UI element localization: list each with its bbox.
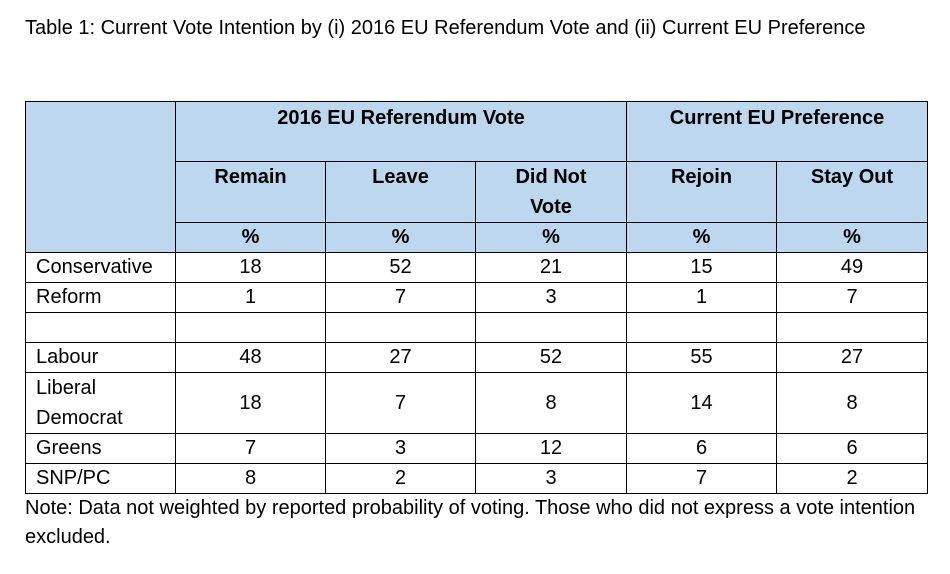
col-header-did-not-vote: Did Not Vote [474,161,628,223]
row-label [25,312,176,343]
col-header-remain: Remain [175,161,326,223]
table-row: Conservative 18 52 21 15 49 [25,252,929,283]
table-cell: 3 [474,282,628,313]
col-header-leave: Leave [325,161,476,223]
table-cell: 49 [776,252,929,283]
table-cell: 7 [776,282,929,313]
table-cell [776,312,929,343]
table-cell [325,312,476,343]
table-cell: 18 [175,372,326,434]
table-cell: 3 [325,433,476,464]
table-cell: 8 [474,372,628,434]
unit-cell: % [474,222,628,253]
unit-cell: % [175,222,326,253]
table-cell: 8 [776,372,929,434]
unit-cell: % [325,222,476,253]
table-row: SNP/PC 8 2 3 7 2 [25,463,929,494]
row-label: SNP/PC [25,463,176,494]
row-label: Liberal Democrat [25,372,176,434]
table-cell: 14 [626,372,778,434]
table-cell: 27 [325,342,476,373]
table-row: Liberal Democrat 18 7 8 14 8 [25,372,929,434]
table-cell: 8 [175,463,326,494]
col-header-rejoin: Rejoin [626,161,778,223]
table-cell: 27 [776,342,929,373]
table-cell: 52 [325,252,476,283]
row-label: Labour [25,342,176,373]
table-cell: 1 [626,282,778,313]
table-title: Table 1: Current Vote Intention by (i) 2… [25,17,866,39]
table-cell: 18 [175,252,326,283]
table-cell [474,312,628,343]
table-cell: 12 [474,433,628,464]
table-cell: 7 [325,372,476,434]
table-cell: 3 [474,463,628,494]
table-cell: 7 [175,433,326,464]
table-cell: 2 [325,463,476,494]
table-cell: 2 [776,463,929,494]
table-cell: 15 [626,252,778,283]
vote-intention-table: 2016 EU Referendum Vote Current EU Prefe… [25,101,929,494]
row-label: Reform [25,282,176,313]
group-header-preference: Current EU Preference [626,101,929,162]
unit-cell: % [776,222,929,253]
table-cell [175,312,326,343]
corner-cell [25,101,176,253]
table-cell: 6 [626,433,778,464]
table-cell: 6 [776,433,929,464]
table-cell: 1 [175,282,326,313]
table-row: Reform 1 7 3 1 7 [25,282,929,313]
table-cell [626,312,778,343]
col-header-stay-out: Stay Out [776,161,929,223]
table-cell: 7 [325,282,476,313]
table-row: Labour 48 27 52 55 27 [25,342,929,373]
table-row: Greens 7 3 12 6 6 [25,433,929,464]
group-header-referendum: 2016 EU Referendum Vote [174,101,628,162]
row-label: Greens [25,433,176,464]
table-cell: 55 [626,342,778,373]
table-cell: 21 [474,252,628,283]
row-label: Conservative [25,252,176,283]
table-cell: 48 [175,342,326,373]
table-cell: 52 [474,342,628,373]
table-cell: 7 [626,463,778,494]
table-row-empty [25,312,929,343]
table-note: Note: Data not weighted by reported prob… [25,497,916,548]
unit-cell: % [626,222,778,253]
